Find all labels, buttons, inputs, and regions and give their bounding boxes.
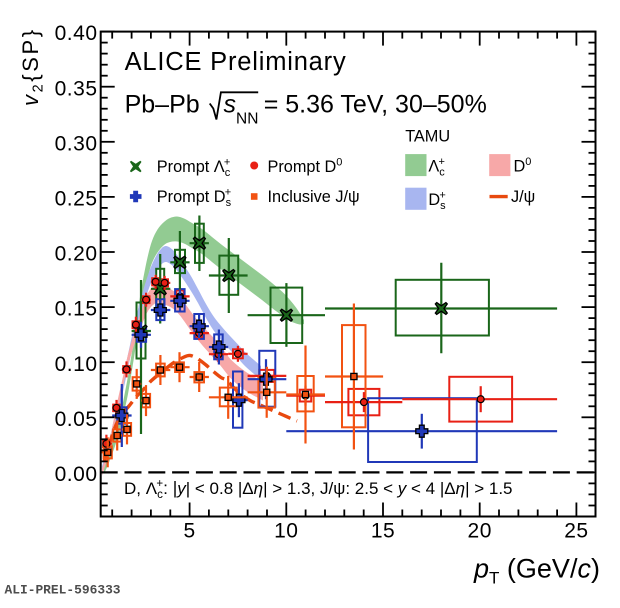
svg-text:0.40: 0.40 [55, 22, 98, 45]
svg-text:s: s [224, 91, 237, 119]
svg-text:D, Λc+: |y| < 0.8 |Δη| > 1.3,: D, Λc+: |y| < 0.8 |Δη| > 1.3, J/ψ: 2.5 <… [124, 478, 513, 501]
svg-text:0.05: 0.05 [55, 408, 98, 431]
svg-text:= 5.36 TeV, 30–50%: = 5.36 TeV, 30–50% [264, 91, 487, 119]
svg-text:Prompt D0: Prompt D0 [268, 157, 343, 177]
svg-text:25: 25 [564, 520, 588, 543]
svg-text:TAMU: TAMU [405, 127, 450, 145]
svg-text:v2{SP}: v2{SP} [18, 27, 47, 106]
svg-text:Inclusive J/ψ: Inclusive J/ψ [268, 188, 360, 206]
svg-text:0.35: 0.35 [55, 77, 98, 100]
svg-text:J/ψ: J/ψ [511, 188, 535, 206]
svg-text:Ds+: Ds+ [428, 190, 446, 213]
svg-text:pT (GeV/c): pT (GeV/c) [473, 554, 600, 588]
svg-text:20: 20 [468, 520, 492, 543]
svg-text:ALI-PREL-596333: ALI-PREL-596333 [5, 583, 121, 598]
svg-text:Λc+: Λc+ [428, 156, 445, 179]
svg-text:5: 5 [184, 520, 196, 543]
svg-text:0.10: 0.10 [55, 353, 98, 376]
svg-text:0.30: 0.30 [55, 132, 98, 155]
svg-text:NN: NN [236, 111, 258, 128]
svg-text:15: 15 [371, 520, 395, 543]
svg-text:Pb–Pb: Pb–Pb [125, 91, 200, 119]
svg-text:0.15: 0.15 [55, 298, 98, 321]
svg-text:Prompt Ds+: Prompt Ds+ [157, 187, 232, 210]
svg-text:10: 10 [274, 520, 298, 543]
svg-text:0.25: 0.25 [55, 188, 98, 211]
svg-text:0.20: 0.20 [55, 243, 98, 266]
svg-text:0.00: 0.00 [55, 463, 98, 486]
svg-text:Prompt Λc+: Prompt Λc+ [157, 157, 231, 180]
svg-text:ALICE Preliminary: ALICE Preliminary [125, 48, 347, 76]
